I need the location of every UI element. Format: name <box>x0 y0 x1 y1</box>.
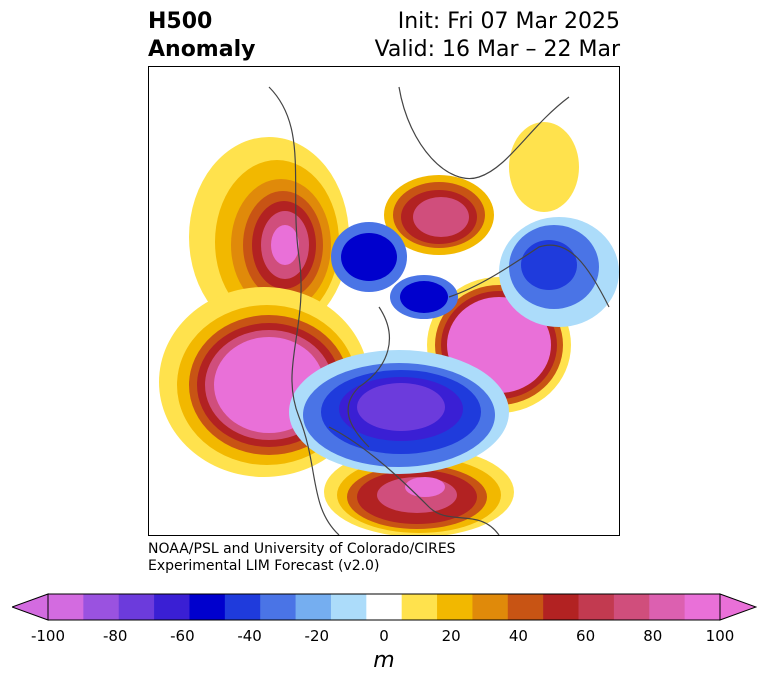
colorbar-swatch <box>472 594 509 620</box>
colorbar-border <box>47 593 721 621</box>
positive-anomaly-arctic <box>384 175 494 255</box>
credit-line-1: NOAA/PSL and University of Colorado/CIRE… <box>148 541 456 557</box>
colorbar-unit: m <box>373 648 395 673</box>
colorbar-extend-high <box>719 593 757 621</box>
credit-line-2: Experimental LIM Forecast (v2.0) <box>148 558 380 574</box>
colorbar-tick-label: 20 <box>441 627 461 645</box>
colorbar-swatch <box>613 594 650 620</box>
colorbar-swatch <box>366 594 403 620</box>
title-right: Init: Fri 07 Mar 2025 Valid: 16 Mar – 22… <box>375 8 620 64</box>
init-date: Init: Fri 07 Mar 2025 <box>397 9 620 34</box>
anomaly-map <box>159 86 619 535</box>
colorbar-swatch <box>543 594 580 620</box>
colorbar-swatch <box>507 594 544 620</box>
colorbar-tick-label: 100 <box>705 627 735 645</box>
colorbar-swatch <box>437 594 473 620</box>
title-type: Anomaly <box>148 37 256 62</box>
colorbar-swatch <box>83 594 120 620</box>
credit-text: NOAA/PSL and University of Colorado/CIRE… <box>148 541 456 575</box>
colorbar-tick-label: 60 <box>576 627 596 645</box>
colorbar-swatch <box>578 594 615 620</box>
colorbar-swatch <box>154 594 190 620</box>
colorbar-extend-low <box>12 593 49 621</box>
title-left: H500 Anomaly <box>148 8 255 64</box>
positive-anomaly-siberia <box>509 122 579 212</box>
colorbar-swatch <box>295 594 332 620</box>
negative-anomaly-center <box>289 350 509 474</box>
colorbar-tick-label: -60 <box>170 627 195 645</box>
colorbar-swatch <box>189 594 226 620</box>
colorbar-tick-label: 80 <box>643 627 663 645</box>
colorbar-tick-label: -40 <box>237 627 262 645</box>
colorbar-swatch <box>330 594 367 620</box>
negative-anomaly-arctic <box>390 275 458 319</box>
colorbar-swatch <box>260 594 297 620</box>
colorbar-tick-label: -80 <box>102 627 128 645</box>
negative-anomaly-east <box>499 217 619 327</box>
colorbar-tick-label: 40 <box>508 627 528 645</box>
valid-range: Valid: 16 Mar – 22 Mar <box>374 37 620 62</box>
positive-anomaly-africa <box>324 447 514 535</box>
colorbar-tick-label: 0 <box>379 627 389 645</box>
title-variable: H500 <box>148 9 213 34</box>
colorbar-swatch <box>224 594 261 620</box>
positive-anomaly-west <box>189 137 349 337</box>
colorbar-swatch <box>401 594 438 620</box>
colorbar-tick-label: -20 <box>304 627 330 645</box>
coastlines <box>268 86 610 535</box>
colorbar-swatch <box>684 594 721 620</box>
negative-anomaly-bering <box>331 222 407 292</box>
map-panel <box>148 66 620 536</box>
colorbar-tick-label: -100 <box>30 627 66 645</box>
colorbar-swatch <box>649 594 686 620</box>
colorbar-swatch <box>118 594 155 620</box>
colorbar-swatch <box>48 594 84 620</box>
colorbar <box>12 593 757 621</box>
